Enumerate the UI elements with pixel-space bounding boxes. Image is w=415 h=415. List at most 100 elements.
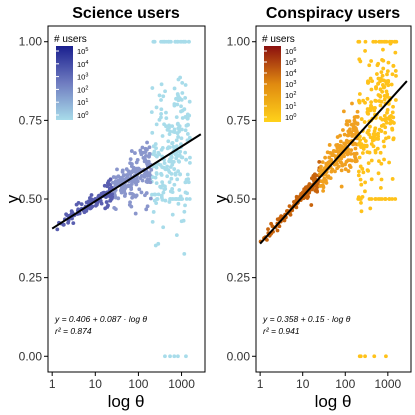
scatter-point — [358, 138, 363, 143]
scatter-point — [378, 185, 383, 190]
scatter-point — [336, 149, 340, 154]
scatter-point — [390, 110, 395, 115]
scatter-point — [386, 60, 391, 65]
scatter-point — [184, 180, 188, 185]
scatter-point — [145, 140, 149, 145]
scatter-point — [180, 155, 185, 160]
y-tick-label: 0.00 — [19, 349, 43, 363]
scatter-point — [321, 188, 326, 193]
scatter-point — [69, 209, 74, 214]
y-tick-label: 0.50 — [19, 192, 43, 206]
panel-conspiracy: Conspiracy users 1 10 100 1000 0.000.250.50… — [211, 5, 412, 411]
scatter-point — [140, 178, 145, 183]
scatter-point — [138, 148, 143, 153]
scatter-point — [321, 178, 326, 183]
y-tick-label: 0.25 — [19, 271, 43, 285]
scatter-point — [137, 187, 142, 192]
scatter-point — [357, 99, 362, 104]
scatter-point — [108, 182, 113, 187]
fit-annotation: y = 0.406 + 0.087 · log θ r² = 0.874 — [54, 314, 147, 336]
x-tick-label: 10 — [296, 377, 310, 391]
scatter-point — [172, 354, 177, 359]
legend-label: 106 — [285, 47, 296, 56]
scatter-point — [175, 131, 180, 136]
legend-label-exponent: 0 — [293, 113, 296, 119]
legend-label-exponent: 0 — [85, 111, 88, 117]
scatter-point — [149, 167, 154, 172]
scatter-point — [183, 128, 188, 133]
scatter-point — [107, 186, 112, 191]
legend-title: # users — [262, 34, 295, 45]
legend-label-exponent: 1 — [293, 102, 296, 108]
scatter-point — [383, 130, 388, 135]
scatter-point — [266, 227, 270, 232]
scatter-point — [129, 170, 134, 175]
scatter-point — [321, 185, 326, 190]
scatter-point — [147, 152, 152, 156]
scatter-point — [159, 82, 164, 87]
scatter-point — [110, 180, 115, 185]
scatter-point — [151, 210, 156, 214]
scatter-point — [176, 201, 181, 206]
scatter-point — [347, 163, 352, 168]
scatter-point — [129, 204, 134, 209]
scatter-point — [350, 101, 354, 106]
y-axis-ticks: 0.00 0.25 0.50 0.75 1.00 — [19, 35, 48, 363]
scatter-point — [323, 166, 327, 170]
scatter-point — [165, 164, 170, 169]
scatter-point — [390, 72, 395, 77]
scatter-point — [376, 171, 381, 176]
scatter-point — [393, 39, 397, 44]
scatter-point — [156, 192, 161, 197]
scatter-point — [358, 177, 363, 182]
scatter-point — [184, 157, 188, 162]
scatter-point — [323, 155, 328, 160]
scatter-point — [304, 185, 308, 190]
scatter-point — [157, 152, 162, 157]
chart-title: Conspiracy users — [266, 5, 400, 22]
scatter-point — [145, 204, 150, 209]
scatter-point — [338, 133, 342, 138]
scatter-point — [170, 186, 175, 191]
scatter-point — [373, 106, 377, 110]
scatter-point — [186, 122, 190, 127]
scatter-point — [163, 89, 167, 94]
scatter-point — [328, 150, 332, 155]
scatter-point — [98, 198, 103, 203]
scatter-point — [356, 173, 361, 178]
scatter-point — [120, 189, 124, 193]
scatter-point — [159, 112, 164, 116]
scatter-point — [360, 166, 365, 171]
scatter-point — [167, 123, 171, 128]
scatter-point — [393, 197, 398, 201]
scatter-point — [187, 197, 192, 201]
legend-label-exponent: 2 — [85, 85, 88, 91]
scatter-point — [180, 81, 185, 85]
scatter-point — [184, 354, 188, 359]
legend-label: 103 — [285, 80, 296, 89]
scatter-point — [150, 86, 155, 90]
scatter-point — [71, 221, 76, 226]
scatter-point — [365, 150, 370, 154]
scatter-point — [177, 188, 182, 192]
scatter-point — [366, 81, 370, 85]
scatter-point — [163, 198, 168, 203]
scatter-point — [382, 97, 387, 102]
scatter-point — [144, 207, 149, 212]
scatter-point — [179, 104, 183, 109]
scatter-points — [55, 39, 192, 359]
scatter-point — [335, 142, 340, 147]
scatter-point — [362, 120, 367, 124]
scatter-point — [324, 181, 329, 185]
scatter-point — [178, 149, 183, 154]
scatter-point — [167, 180, 172, 185]
legend-label-exponent: 4 — [85, 60, 88, 66]
scatter-point — [368, 135, 373, 140]
scatter-point — [385, 110, 389, 115]
scatter-point — [146, 159, 151, 164]
scatter-point — [106, 179, 111, 184]
scatter-point — [380, 73, 385, 78]
scatter-point — [89, 193, 94, 197]
scatter-point — [379, 39, 384, 44]
